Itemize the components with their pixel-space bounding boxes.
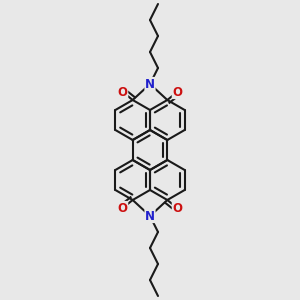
Text: N: N [145,209,155,223]
Text: O: O [172,85,182,98]
Text: N: N [145,77,155,91]
Text: O: O [172,202,182,214]
Text: O: O [118,202,128,214]
Text: O: O [118,85,128,98]
